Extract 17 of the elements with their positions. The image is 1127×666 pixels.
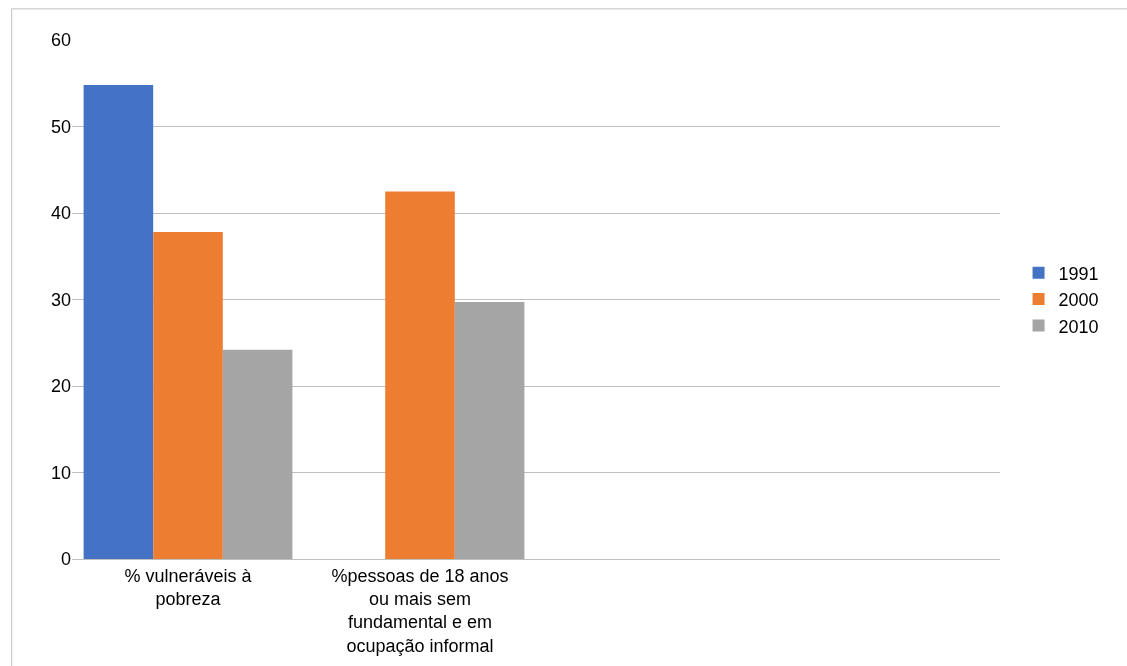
bar xyxy=(222,349,293,559)
x-tick-label: %pessoas de 18 anos ou mais sem fundamental e em ocupação informal xyxy=(331,565,509,656)
legend-label: 2000 xyxy=(1058,290,1099,311)
y-tick-label: 60 xyxy=(50,30,71,51)
y-tick-label: 30 xyxy=(50,289,71,310)
bar xyxy=(83,84,154,559)
y-tick-label: 40 xyxy=(50,203,71,224)
y-tick-label: 10 xyxy=(50,462,71,483)
bar xyxy=(454,302,525,559)
y-tick-label: 0 xyxy=(60,549,71,570)
x-tick-label: % vulneráveis à pobreza xyxy=(124,565,253,609)
bar xyxy=(153,232,223,559)
bar xyxy=(385,191,455,559)
y-tick-label: 50 xyxy=(50,116,71,137)
y-tick-label: 20 xyxy=(50,376,71,397)
legend-label: 2010 xyxy=(1058,316,1099,337)
legend-label: 1991 xyxy=(1058,263,1099,284)
